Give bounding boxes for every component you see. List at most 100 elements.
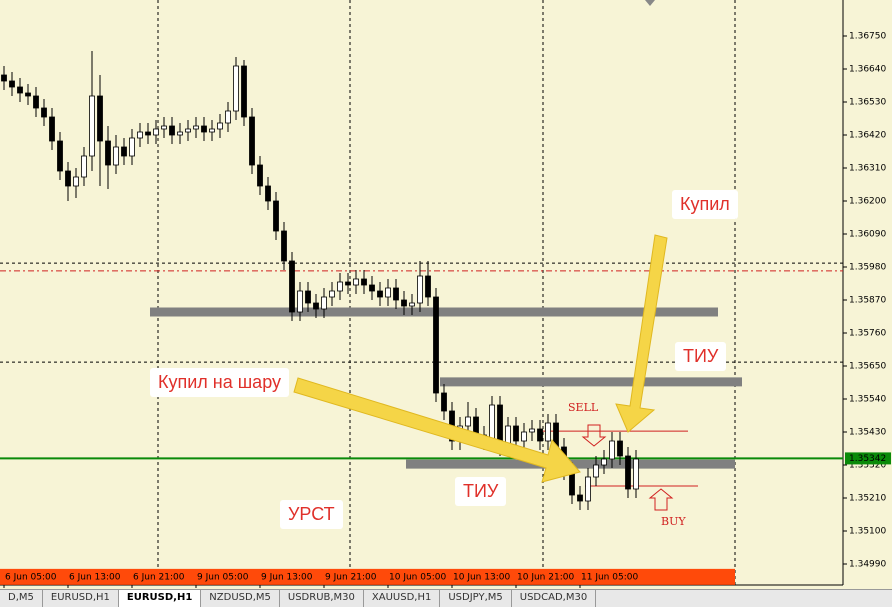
candle-body [369, 284, 375, 292]
y-tick-label: 1.35320 [849, 461, 886, 471]
tab[interactable]: D,M5 [0, 590, 43, 607]
y-tick-label: 1.35540 [849, 395, 886, 405]
tab[interactable]: XAUUSD,H1 [364, 590, 441, 607]
candle-body [545, 422, 551, 442]
annotation: УРСТ [280, 500, 343, 529]
candle-body [49, 116, 55, 142]
candle-body [217, 122, 223, 130]
candle-body [97, 95, 103, 142]
candle-body [201, 125, 207, 133]
candle-body [337, 281, 343, 292]
buy-arrow [648, 488, 674, 511]
candle-body [1, 74, 7, 82]
tab[interactable]: USDRUB,M30 [280, 590, 364, 607]
candle-body [233, 65, 239, 112]
current-price-box [845, 452, 891, 465]
sell-label: SELL [568, 401, 599, 414]
tab[interactable]: USDCAD,M30 [512, 590, 597, 607]
candle-body [321, 296, 327, 310]
arrow [293, 377, 581, 483]
candle-body [353, 278, 359, 286]
y-tick-label: 1.36640 [849, 65, 886, 75]
candle-body [105, 140, 111, 166]
x-tick-label: 9 Jun 21:00 [325, 573, 377, 583]
candle-body [361, 278, 367, 286]
candle-body [617, 440, 623, 457]
tab[interactable]: USDJPY,M5 [440, 590, 512, 607]
annotation: ТИУ [455, 477, 507, 506]
candle-body [601, 458, 607, 466]
candle-body [65, 170, 71, 187]
candle-body [297, 290, 303, 313]
x-tick-label: 9 Jun 05:00 [197, 573, 249, 583]
y-tick-label: 1.35430 [849, 428, 886, 438]
candle-body [121, 146, 127, 157]
y-tick-label: 1.35980 [849, 263, 886, 273]
x-tick-label: 6 Jun 21:00 [133, 573, 185, 583]
tab[interactable]: EURUSD,H1 [118, 590, 202, 607]
candle-body [73, 176, 79, 187]
buy-label: BUY [661, 515, 686, 528]
candle-body [537, 428, 543, 442]
candle-body [25, 92, 31, 97]
candle-body [385, 287, 391, 298]
y-tick-label: 1.36200 [849, 197, 886, 207]
candle-body [409, 302, 415, 307]
candle-body [17, 86, 23, 94]
candle-body [577, 494, 583, 502]
arrows [293, 234, 668, 483]
candle-body [417, 275, 423, 304]
x-tick-label: 10 Jun 21:00 [517, 573, 574, 583]
annotation: Купил на шару [150, 368, 290, 397]
annotation: Купил [672, 190, 738, 219]
y-tick-label: 1.35650 [849, 362, 886, 372]
candle-body [57, 140, 63, 172]
sell-arrow [581, 424, 607, 447]
candle-body [241, 65, 247, 118]
annotation: ТИУ [675, 342, 727, 371]
candle-body [137, 131, 143, 139]
candle-body [465, 416, 471, 427]
candle-body [377, 290, 383, 298]
candle-body [153, 128, 159, 136]
candle-body [249, 116, 255, 166]
candle-body [273, 200, 279, 232]
y-tick-label: 1.34990 [849, 560, 886, 570]
candle-body [81, 155, 87, 178]
shift-marker [645, 0, 655, 6]
candle-body [113, 146, 119, 166]
y-tick-label: 1.36310 [849, 164, 886, 174]
x-tick-label: 10 Jun 05:00 [389, 573, 446, 583]
candle-body [305, 290, 311, 304]
candle-body [193, 125, 199, 130]
candle-body [41, 107, 47, 118]
x-tick-label: 6 Jun 13:00 [69, 573, 121, 583]
candle-body [633, 458, 639, 490]
current-price-label: 1.35342 [849, 454, 886, 464]
candle-body [185, 128, 191, 133]
y-tick-label: 1.35100 [849, 527, 886, 537]
y-tick-label: 1.36090 [849, 230, 886, 240]
candle-body [89, 95, 95, 157]
candle-body [313, 302, 319, 310]
candle-body [521, 431, 527, 442]
tab[interactable]: EURUSD,H1 [43, 590, 119, 607]
chart: 1.36750 1.36640 1.36530 1.36420 1.36310 1.362… [0, 0, 891, 588]
candle-body [529, 428, 535, 433]
candle-body [593, 464, 599, 478]
candle-body [425, 275, 431, 298]
candle-body [401, 299, 407, 307]
candle-body [145, 131, 151, 136]
candle-body [177, 131, 183, 136]
candle-body [9, 80, 15, 88]
candle-body [345, 281, 351, 286]
candle-body [513, 425, 519, 442]
tab[interactable]: NZDUSD,M5 [201, 590, 280, 607]
candle-body [169, 125, 175, 136]
y-tick-label: 1.35760 [849, 329, 886, 339]
arrow [615, 234, 668, 433]
y-tick-label: 1.36750 [849, 32, 886, 42]
candle-body [129, 137, 135, 157]
candle-body [489, 404, 495, 442]
